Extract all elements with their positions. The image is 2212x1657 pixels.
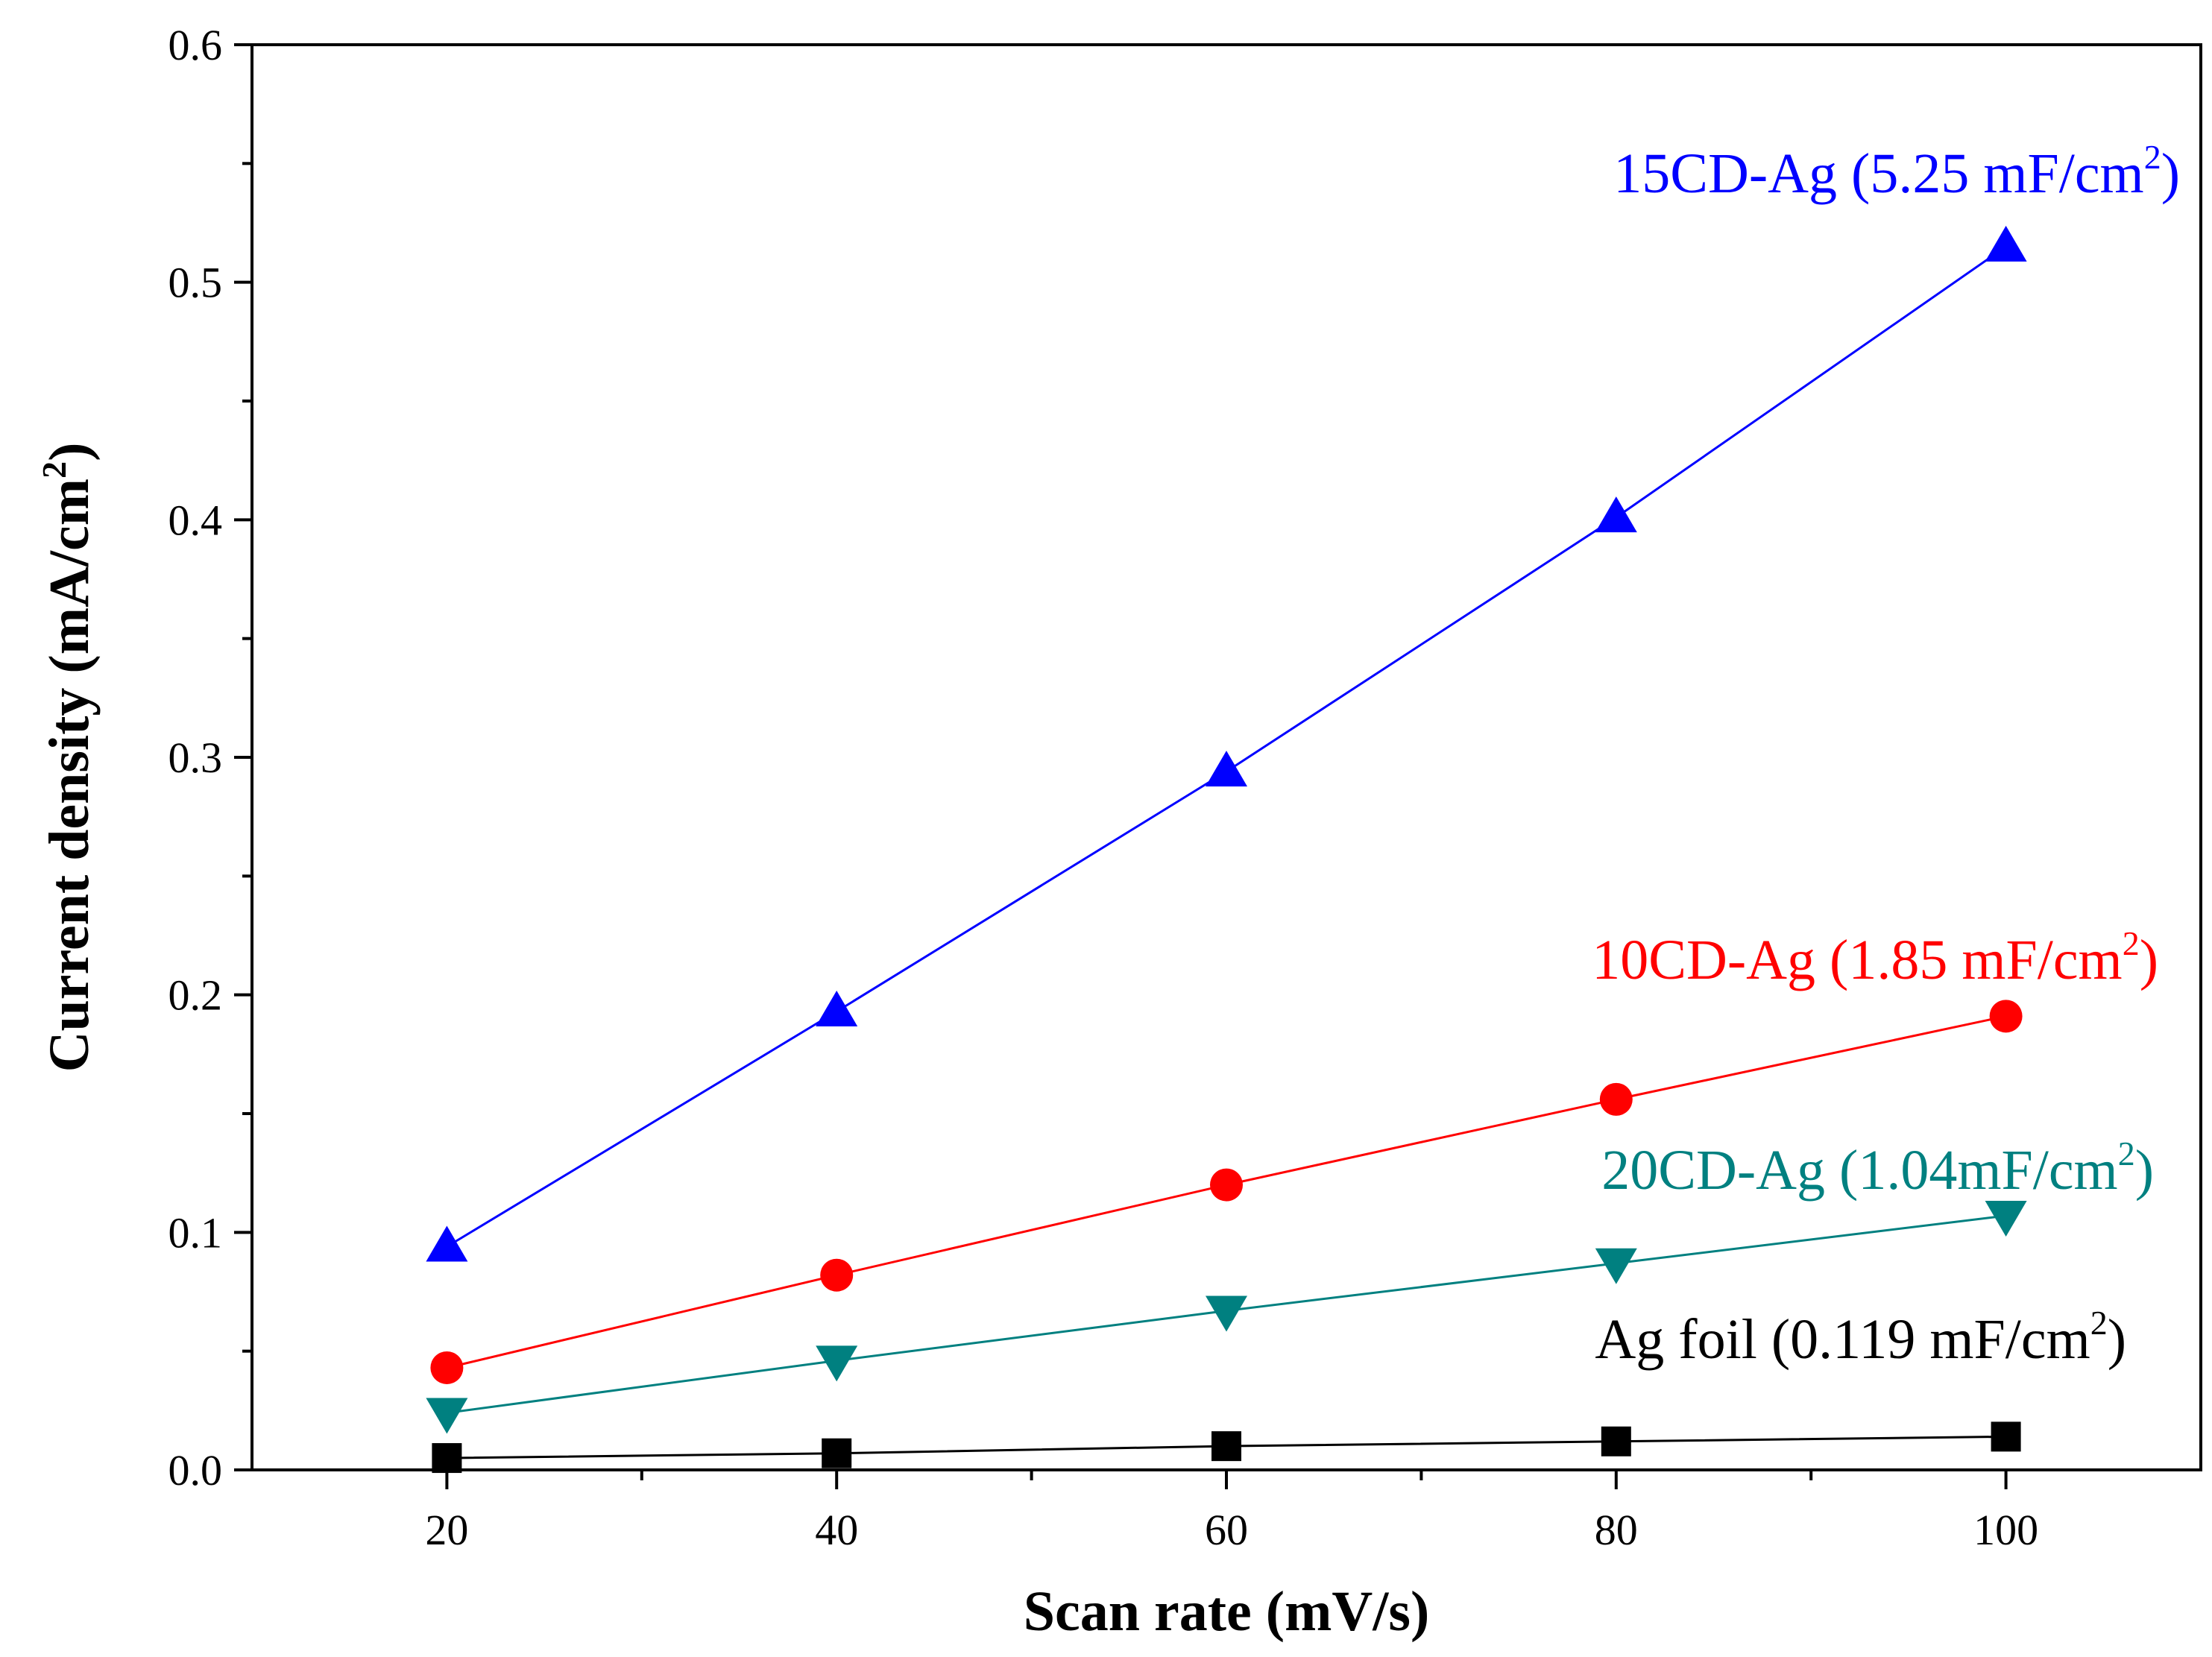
- series-label-10cd-ag-close: ): [2140, 929, 2158, 991]
- y-axis-title-close: ): [38, 443, 101, 461]
- data-point-10cd-ag: [1989, 1000, 2023, 1033]
- y-tick-label: 0.2: [168, 971, 223, 1020]
- y-tick-label: 0.6: [168, 21, 223, 69]
- series-layer: [426, 225, 2027, 1474]
- data-point-ag-foil: [1601, 1426, 1631, 1456]
- y-axis-title-main: Current density (mA/cm: [38, 479, 101, 1072]
- series-label-20cd-ag-sup: 2: [2118, 1134, 2135, 1172]
- y-tick-label: 0.1: [168, 1208, 223, 1257]
- data-point-20cd-ag: [1985, 1201, 2027, 1237]
- data-point-10cd-ag: [1210, 1168, 1243, 1202]
- data-point-20cd-ag: [816, 1345, 858, 1382]
- data-point-15cd-ag: [426, 1225, 468, 1262]
- series-ag-foil: [432, 1421, 2021, 1474]
- x-axis-title: Scan rate (mV/s): [1024, 1580, 1430, 1643]
- data-point-15cd-ag: [1985, 225, 2027, 262]
- x-tick-label: 60: [1205, 1506, 1248, 1554]
- y-tick-label: 0.3: [168, 733, 223, 782]
- y-tick-label: 0.4: [168, 496, 223, 544]
- series-label-15cd-ag-main: 15CD-Ag (5.25 mF/cm: [1613, 142, 2143, 205]
- series-line-15cd-ag: [446, 245, 2007, 1248]
- data-point-15cd-ag: [1206, 751, 1247, 787]
- series-label-10cd-ag-sup: 2: [2123, 924, 2140, 962]
- series-label-15cd-ag: 15CD-Ag (5.25 mF/cm2): [1613, 138, 2180, 205]
- x-tick-label: 40: [815, 1506, 858, 1554]
- series-label-20cd-ag: 20CD-Ag (1.04mF/cm2): [1601, 1134, 2154, 1202]
- data-point-15cd-ag: [1595, 496, 1637, 533]
- y-tick-label: 0.0: [168, 1446, 223, 1495]
- series-label-15cd-ag-close: ): [2161, 142, 2180, 205]
- data-point-10cd-ag: [820, 1258, 854, 1292]
- x-tick-label: 20: [425, 1506, 468, 1554]
- series-label-15cd-ag-sup: 2: [2144, 138, 2161, 176]
- data-point-ag-foil: [1991, 1421, 2021, 1452]
- data-point-ag-foil: [432, 1443, 462, 1474]
- series-label-ag-foil-sup: 2: [2090, 1304, 2108, 1342]
- series-label-ag-foil: Ag foil (0.119 mF/cm2): [1595, 1304, 2126, 1371]
- y-axis-title-sup: 2: [35, 461, 73, 479]
- data-point-ag-foil: [1211, 1431, 1241, 1462]
- series-label-ag-foil-close: ): [2108, 1308, 2126, 1371]
- data-point-10cd-ag: [430, 1351, 464, 1384]
- series-label-20cd-ag-close: ): [2135, 1139, 2154, 1202]
- series-10cd-ag: [430, 1000, 2023, 1384]
- y-axis-title: Current density (mA/cm2): [35, 443, 101, 1073]
- data-point-15cd-ag: [816, 990, 858, 1026]
- series-15cd-ag: [426, 225, 2027, 1262]
- data-point-ag-foil: [822, 1438, 852, 1468]
- series-label-10cd-ag: 10CD-Ag (1.85 mF/cm2): [1592, 924, 2158, 991]
- y-axis: 0.0 0.1 0.2 0.3 0.4 0.5 0.6: [168, 21, 252, 1495]
- series-label-20cd-ag-main: 20CD-Ag (1.04mF/cm: [1601, 1139, 2117, 1202]
- data-point-10cd-ag: [1599, 1082, 1633, 1116]
- x-tick-label: 80: [1595, 1506, 1638, 1554]
- data-point-20cd-ag: [1206, 1295, 1247, 1332]
- y-tick-label: 0.5: [168, 259, 223, 307]
- series-label-10cd-ag-main: 10CD-Ag (1.85 mF/cm: [1592, 929, 2122, 991]
- series-label-ag-foil-main: Ag foil (0.119 mF/cm: [1595, 1308, 2090, 1371]
- data-point-20cd-ag: [1595, 1248, 1637, 1284]
- x-axis: 20 40 60 80 100: [425, 1470, 2038, 1554]
- series-20cd-ag: [426, 1201, 2027, 1434]
- data-point-20cd-ag: [426, 1398, 468, 1434]
- x-tick-label: 100: [1973, 1506, 2038, 1554]
